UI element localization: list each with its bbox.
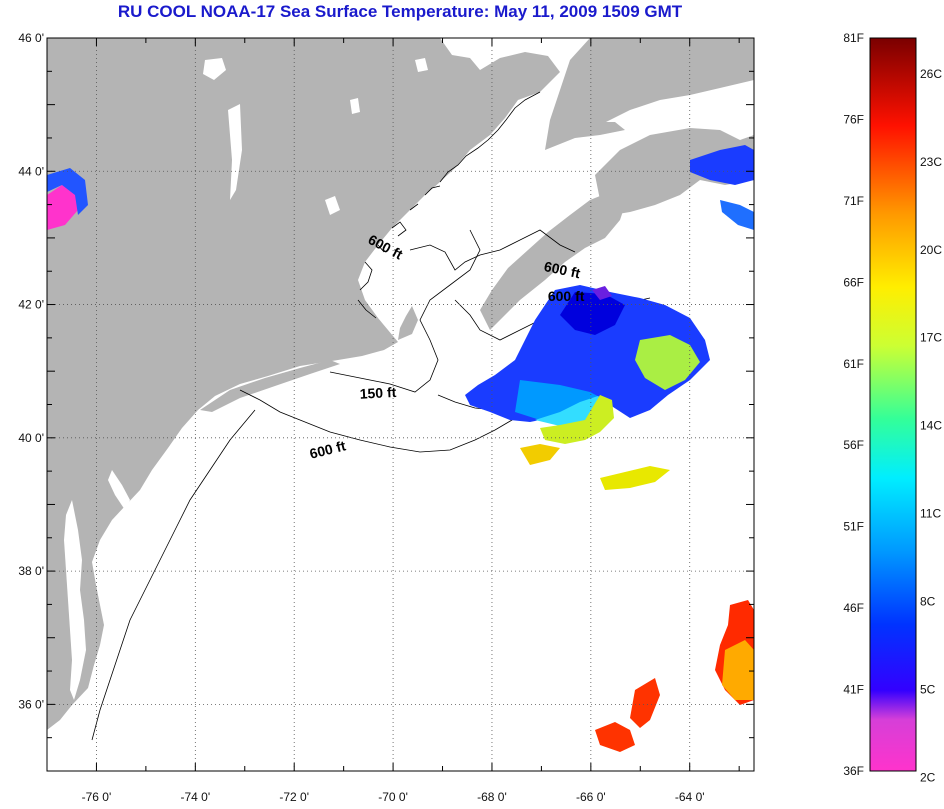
colorbar-fahrenheit-label: 41F [843, 683, 864, 697]
depth-contour-label: 150 ft [359, 384, 397, 402]
depth-contour-label: 600 ft [543, 258, 582, 281]
latitude-tick-label: 42 0' [18, 298, 44, 312]
colorbar-celsius-label: 2C [920, 771, 936, 785]
sst-patch-cold [560, 292, 625, 335]
depth-contour-label: 600 ft [366, 231, 406, 262]
colorbar-fahrenheit-label: 56F [843, 438, 864, 452]
colorbar-celsius-label: 11C [920, 507, 941, 521]
depth-contour-label: 600 ft [308, 437, 348, 461]
colorbar-celsius-labels: 26C 23C 20C 17C 14C 11C 8C 5C 2C [920, 67, 942, 785]
colorbar-fahrenheit-label: 76F [843, 112, 864, 126]
colorbar-celsius-label: 23C [920, 155, 942, 169]
chesapeake-bay [64, 500, 86, 700]
sst-patch-lake-warm [47, 185, 78, 230]
coastline [357, 91, 541, 319]
colorbar-fahrenheit-label: 36F [843, 764, 864, 778]
north-american-landmass [47, 38, 560, 730]
longitude-labels: -76 0' -74 0' -72 0' -70 0' -68 0' -66 0' -64 … [82, 790, 705, 804]
map-area [47, 38, 754, 752]
longitude-tick-label: -68 0' [477, 790, 507, 804]
depth-contour-label: 600 ft [548, 288, 585, 304]
longitude-tick-label: -70 0' [378, 790, 408, 804]
long-island [200, 360, 340, 412]
colorbar-fahrenheit-label: 81F [843, 31, 864, 45]
map-axis-ticks [46, 37, 754, 772]
sst-patch-hot [722, 640, 754, 700]
sst-patch-hot [630, 678, 660, 728]
lake [350, 98, 360, 114]
latitude-tick-label: 38 0' [18, 564, 44, 578]
colorbar-fahrenheit-labels: 81F 76F 71F 66F 61F 56F 51F 46F 41F 36F [843, 31, 864, 778]
lake [415, 58, 428, 72]
colorbar-celsius-label: 26C [920, 67, 942, 81]
colorbar-fahrenheit-label: 71F [843, 194, 864, 208]
cape-breton-island [595, 128, 754, 215]
colorbar-fahrenheit-label: 46F [843, 601, 864, 615]
cape-cod [398, 306, 418, 340]
latitude-tick-label: 46 0' [18, 31, 44, 45]
colorbar-fahrenheit-label: 61F [843, 357, 864, 371]
colorbar-celsius-label: 14C [920, 419, 942, 433]
temperature-colorbar [869, 37, 917, 772]
sst-patch-lake-cold [47, 168, 88, 215]
map-title: RU COOL NOAA-17 Sea Surface Temperature:… [117, 2, 683, 21]
colorbar-celsius-label: 17C [920, 331, 942, 345]
longitude-tick-label: -72 0' [279, 790, 309, 804]
colorbar-fahrenheit-label: 51F [843, 520, 864, 534]
lake [228, 104, 242, 200]
sst-patch-violet [592, 286, 612, 300]
lake [203, 58, 226, 80]
prince-edward-island [565, 122, 625, 138]
delaware-bay [108, 470, 130, 510]
lake [325, 196, 340, 215]
sst-patch-warm [540, 395, 614, 444]
longitude-tick-label: -64 0' [675, 790, 705, 804]
latitude-tick-label: 36 0' [18, 697, 44, 711]
longitude-tick-label: -76 0' [82, 790, 112, 804]
sst-patch-warm [600, 466, 670, 490]
sst-patch-cold [720, 200, 754, 230]
nova-scotia [480, 192, 625, 330]
latitude-tick-label: 40 0' [18, 431, 44, 445]
longitude-tick-label: -66 0' [576, 790, 606, 804]
sst-patch-cold [690, 145, 754, 185]
colorbar-fahrenheit-label: 66F [843, 275, 864, 289]
sst-patch-hot [595, 722, 635, 752]
sst-patch-warm [520, 444, 560, 465]
sst-patch-warm [635, 335, 700, 390]
colorbar-celsius-label: 5C [920, 683, 936, 697]
latitude-labels: 46 0' 44 0' 42 0' 40 0' 38 0' 36 0' [18, 31, 44, 711]
longitude-tick-label: -74 0' [180, 790, 210, 804]
colorbar-celsius-label: 20C [920, 243, 942, 257]
colorbar-celsius-label: 8C [920, 595, 936, 609]
latitude-tick-label: 44 0' [18, 164, 44, 178]
